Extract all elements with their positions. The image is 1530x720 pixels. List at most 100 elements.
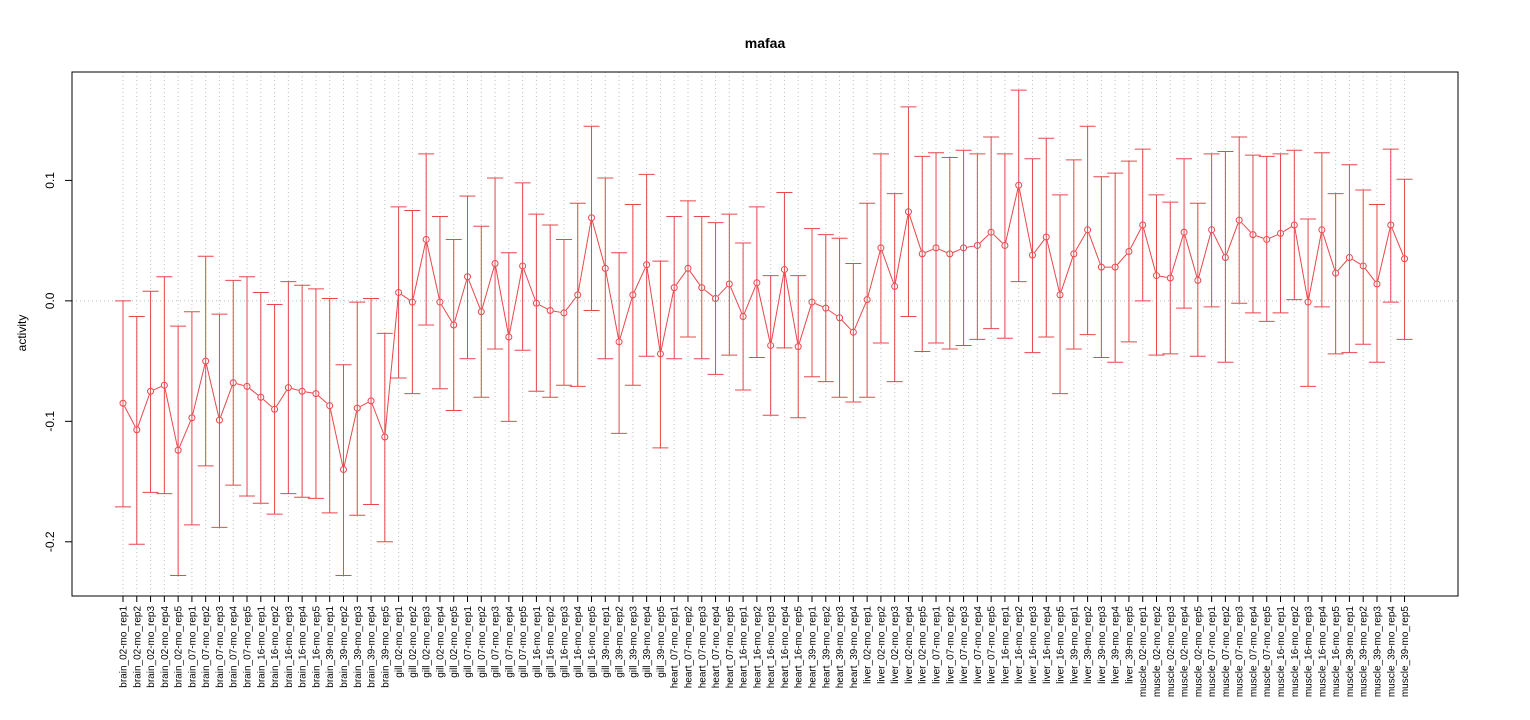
data-point xyxy=(1387,221,1395,229)
error-bars xyxy=(115,89,1413,577)
data-point xyxy=(1263,235,1271,243)
x-tick-label: brain_39-mo_rep4 xyxy=(367,606,378,688)
series-line-segment xyxy=(1283,226,1292,233)
error-bar xyxy=(266,303,283,515)
data-point xyxy=(326,402,334,410)
error-bar xyxy=(652,260,669,449)
error-bar xyxy=(679,200,696,338)
data-point xyxy=(1235,216,1243,224)
data-point xyxy=(794,343,802,351)
error-bar xyxy=(514,182,531,351)
error-bar xyxy=(170,325,187,577)
error-bar xyxy=(735,242,752,391)
series-line-segment xyxy=(757,286,771,343)
error-bar xyxy=(390,206,407,379)
error-bar xyxy=(1231,136,1248,304)
data-point xyxy=(849,328,857,336)
error-bar xyxy=(115,300,131,508)
error-bar xyxy=(1120,160,1137,343)
error-bar xyxy=(955,149,972,346)
x-tick-label: heart_39-mo_rep4 xyxy=(849,606,860,689)
series-line-segment xyxy=(1130,227,1142,249)
x-tick-label: liver_02-mo_rep4 xyxy=(904,606,915,684)
data-point xyxy=(491,260,499,268)
series-line-segment xyxy=(675,270,687,286)
x-tick-label: brain_16-mo_rep1 xyxy=(256,606,267,688)
series-line-segment xyxy=(1269,234,1278,239)
x-tick-label: heart_16-mo_rep3 xyxy=(766,606,777,689)
data-point xyxy=(215,416,223,424)
data-point xyxy=(932,244,940,252)
x-tick-label: muscle_07-mo_rep4 xyxy=(1248,606,1259,698)
series-line-segment xyxy=(360,402,369,407)
error-bar xyxy=(1052,194,1069,395)
x-tick-label: liver_16-mo_rep5 xyxy=(1056,606,1067,684)
series-line-segment xyxy=(1294,228,1308,299)
x-tick-label: heart_07-mo_rep3 xyxy=(697,606,708,689)
error-bar xyxy=(252,291,269,504)
data-point xyxy=(1290,221,1298,229)
data-point xyxy=(1221,254,1229,262)
x-tick-label: muscle_16-mo_rep3 xyxy=(1304,606,1315,698)
data-point xyxy=(1015,181,1023,189)
x-tick-label: gill_39-mo_rep3 xyxy=(628,606,639,678)
data-point xyxy=(464,273,471,281)
data-point xyxy=(1345,254,1353,262)
data-point xyxy=(822,304,830,312)
error-bar xyxy=(859,202,876,398)
error-bar xyxy=(845,263,862,403)
data-point xyxy=(877,244,885,252)
series-line-segment xyxy=(633,267,646,292)
x-tick-label: heart_39-mo_rep3 xyxy=(835,606,846,689)
error-bar xyxy=(597,177,614,360)
series-line-segment xyxy=(276,390,287,407)
error-bar xyxy=(1286,149,1303,301)
error-bar xyxy=(349,301,366,516)
error-bar xyxy=(197,255,214,467)
data-point xyxy=(1194,276,1202,284)
series-line-segment xyxy=(481,266,495,309)
series-line-segment xyxy=(1352,258,1361,265)
error-bar xyxy=(1368,204,1385,363)
series-line-segment xyxy=(966,245,974,248)
error-bar xyxy=(1134,148,1151,302)
series-line-segment xyxy=(1212,232,1225,255)
data-point xyxy=(532,299,540,307)
series-line-segment xyxy=(619,298,633,339)
x-tick-label: liver_39-mo_rep2 xyxy=(1083,606,1094,684)
data-point xyxy=(1097,263,1105,271)
error-bar xyxy=(555,238,572,386)
data-point xyxy=(629,291,637,299)
error-bar xyxy=(307,288,324,499)
x-tick-label: heart_16-mo_rep1 xyxy=(739,606,750,689)
data-point xyxy=(1401,255,1409,263)
error-bar xyxy=(707,222,724,375)
error-bar xyxy=(211,313,228,528)
x-tick-label: liver_16-mo_rep1 xyxy=(1000,606,1011,684)
error-bar xyxy=(542,224,559,398)
error-bar xyxy=(1079,125,1096,336)
x-tick-label: liver_02-mo_rep3 xyxy=(890,606,901,684)
series-line-segment xyxy=(894,215,909,284)
x-tick-label: brain_02-mo_rep5 xyxy=(174,606,185,688)
error-bar xyxy=(1327,193,1344,355)
x-tick-label: brain_07-mo_rep3 xyxy=(215,606,226,688)
data-point xyxy=(588,214,596,222)
x-tick-label: muscle_07-mo_rep1 xyxy=(1207,606,1218,698)
data-point xyxy=(546,307,554,315)
series-line-segment xyxy=(717,286,728,297)
data-point xyxy=(202,357,210,365)
error-bar xyxy=(128,316,145,545)
x-tick-label: muscle_02-mo_rep1 xyxy=(1138,606,1149,698)
x-tick-label: muscle_02-mo_rep5 xyxy=(1193,606,1204,698)
data-point xyxy=(973,241,981,249)
x-tick-label: brain_02-mo_rep2 xyxy=(132,606,143,688)
error-bar xyxy=(900,106,917,318)
series-line-segment xyxy=(704,289,714,297)
data-point xyxy=(367,397,375,405)
x-tick-label: heart_07-mo_rep2 xyxy=(683,606,694,689)
series-line-segment xyxy=(124,406,136,427)
error-bar xyxy=(487,177,504,350)
series-line-segment xyxy=(509,269,523,334)
